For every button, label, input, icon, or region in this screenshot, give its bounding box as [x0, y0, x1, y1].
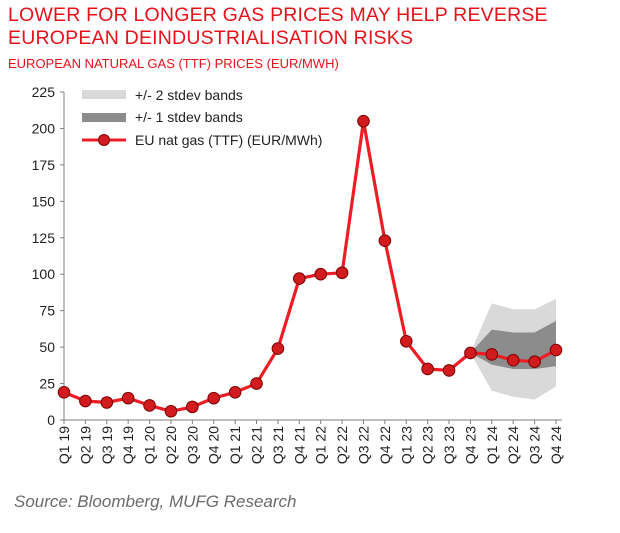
- data-point: [528, 355, 541, 368]
- x-tick-label: Q3 22: [355, 426, 371, 464]
- data-point: [207, 391, 221, 405]
- legend-label-band1: +/- 1 stdev bands: [135, 109, 243, 125]
- x-tick-label: Q4 23: [462, 426, 478, 464]
- data-point: [464, 346, 477, 360]
- data-point: [228, 386, 242, 399]
- data-point: [186, 400, 199, 414]
- x-tick-label: Q2 22: [334, 426, 350, 464]
- x-tick-label: Q2 24: [505, 426, 521, 464]
- x-tick-label: Q3 21: [270, 426, 286, 464]
- gas-price-chart: 0 25 50 75 100 125 150 175 200 225 Q1 19 Q2 19 Q3 19…: [32, 84, 564, 464]
- source-note: Source: Bloomberg, MUFG Research: [14, 492, 297, 511]
- y-tick-label: 25: [39, 376, 55, 392]
- y-tick-label: 225: [32, 84, 56, 100]
- data-point: [399, 334, 413, 348]
- data-point: [293, 272, 306, 285]
- chart-legend: +/- 2 stdev bands +/- 1 stdev bands EU n…: [82, 87, 322, 148]
- x-tick-label: Q1 19: [56, 426, 72, 464]
- x-tick-label: Q2 23: [420, 426, 436, 464]
- data-point: [357, 114, 370, 128]
- legend-label-series: EU nat gas (TTF) (EUR/MWh): [135, 132, 322, 148]
- data-point: [485, 348, 499, 361]
- y-tick-label: 0: [47, 412, 55, 428]
- data-point: [378, 234, 392, 247]
- chart-title: LOWER FOR LONGER GAS PRICES MAY HELP REV…: [8, 4, 612, 50]
- y-tick-label: 125: [32, 230, 56, 246]
- x-tick-label: Q3 24: [527, 426, 543, 464]
- legend-label-band2: +/- 2 stdev bands: [135, 87, 243, 103]
- data-point: [100, 396, 114, 409]
- y-tick-label: 150: [32, 193, 56, 209]
- legend-swatch-band1: [82, 113, 126, 122]
- legend-swatch-marker: [98, 134, 110, 146]
- data-point: [506, 353, 520, 367]
- x-tick-label: Q1 21: [227, 426, 243, 464]
- chart-title-line-1: LOWER FOR LONGER GAS PRICES MAY HELP REV…: [8, 4, 548, 26]
- y-tick-label: 75: [39, 303, 55, 319]
- data-point: [143, 399, 156, 412]
- y-tick-label: 175: [32, 157, 56, 173]
- data-point: [314, 267, 327, 281]
- data-point: [549, 343, 563, 357]
- x-tick-label: Q4 19: [120, 426, 136, 464]
- x-tick-label: Q2 20: [163, 426, 179, 464]
- x-tick-label: Q3 20: [184, 426, 200, 464]
- data-point: [421, 362, 434, 376]
- chart-title-line-2: EUROPEAN DEINDUSTRIALISATION RISKS: [8, 27, 414, 49]
- x-tick-label: Q3 23: [441, 426, 457, 464]
- data-point: [250, 377, 263, 390]
- x-tick-label: Q4 21: [291, 426, 307, 464]
- x-tick-label: Q1 24: [484, 426, 500, 464]
- y-tick-label: 50: [39, 339, 55, 355]
- x-tick-label: Q1 22: [313, 426, 329, 464]
- x-tick-label: Q4 20: [206, 426, 222, 464]
- price-series: [57, 114, 563, 418]
- stdev-bands: [470, 299, 556, 400]
- data-point: [442, 364, 456, 377]
- x-tick-label: Q2 19: [77, 426, 93, 464]
- data-point: [164, 404, 178, 418]
- x-tick-label: Q2 21: [249, 426, 265, 464]
- x-tick-label: Q4 22: [377, 426, 393, 464]
- x-tick-label: Q3 19: [99, 426, 115, 464]
- data-point: [57, 386, 71, 399]
- x-tick-label: Q1 23: [398, 426, 414, 464]
- data-point: [335, 266, 349, 280]
- x-tick-label: Q1 20: [142, 426, 158, 464]
- x-tick-label: Q4 24: [548, 426, 564, 464]
- chart-axes: 0 25 50 75 100 125 150 175 200 225 Q1 19 Q2 19 Q3 19…: [32, 84, 564, 464]
- data-point: [79, 394, 92, 408]
- legend-swatch-band2: [82, 90, 126, 99]
- chart-subtitle: EUROPEAN NATURAL GAS (TTF) PRICES (EUR/M…: [8, 56, 339, 71]
- data-point: [121, 391, 135, 405]
- y-tick-label: 100: [32, 266, 56, 282]
- y-tick-label: 200: [32, 120, 56, 136]
- data-point: [271, 342, 285, 355]
